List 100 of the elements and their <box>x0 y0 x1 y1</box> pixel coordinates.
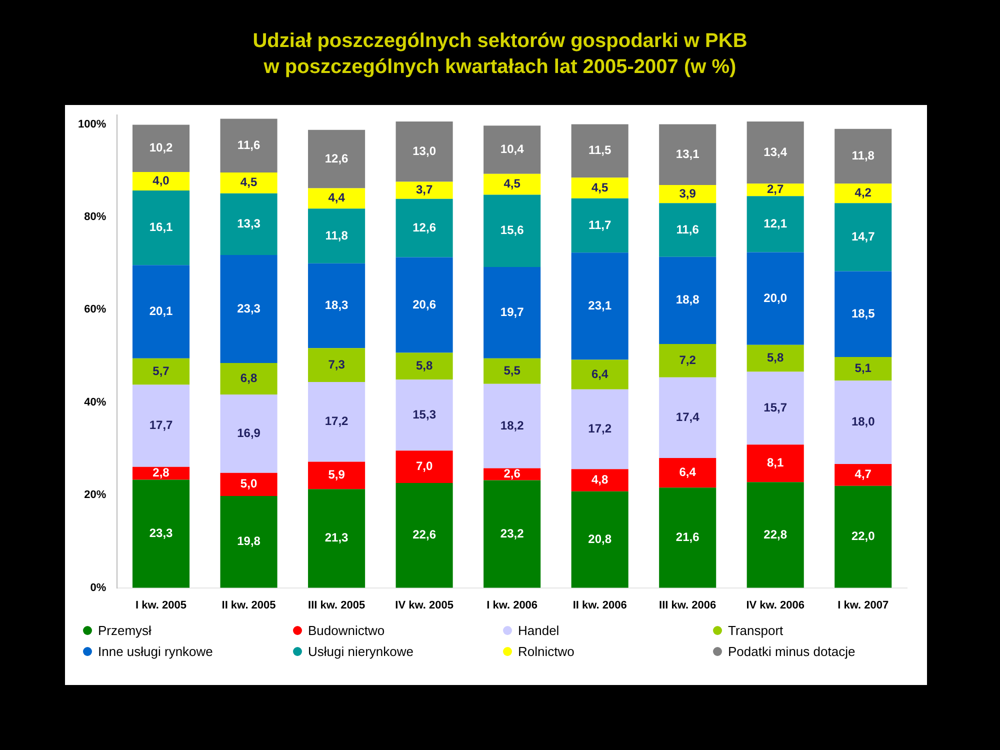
bar <box>834 203 892 272</box>
bar <box>834 464 892 486</box>
bar <box>571 178 628 198</box>
data-label: 10,4 <box>500 142 524 156</box>
data-label: 5,8 <box>416 358 433 373</box>
data-label: 2,6 <box>504 466 521 481</box>
chart-title: Udział poszczególnych sektorów gospodarki w PKB w poszczególnych kwartałach lat 2005-2007 (w %) <box>252 29 748 80</box>
bar <box>396 257 453 353</box>
bar <box>308 188 366 209</box>
data-label: 18,3 <box>324 298 349 312</box>
y-tick-label: 0% <box>90 582 106 594</box>
y-tick-label: 20% <box>84 489 106 502</box>
data-label: 4,2 <box>854 186 872 200</box>
data-label: 5,9 <box>328 468 346 482</box>
bar <box>132 265 190 358</box>
bar <box>132 172 190 191</box>
bar <box>746 252 804 345</box>
data-label: 3,7 <box>416 182 433 197</box>
x-tick-label: III kw. 2006 <box>659 599 716 612</box>
bar <box>308 208 366 264</box>
data-label: 23,3 <box>237 301 261 316</box>
data-label: 23,3 <box>149 526 174 540</box>
data-label: 4,5 <box>504 176 521 191</box>
legend-label: Usługi nierynkowe <box>308 644 414 659</box>
y-tick-label: 60% <box>84 304 106 316</box>
data-label: 20,0 <box>764 290 788 305</box>
data-label: 13,4 <box>764 144 788 159</box>
data-label: 15,3 <box>412 407 436 422</box>
data-label: 17,7 <box>149 418 174 432</box>
data-label: 20,1 <box>149 304 174 318</box>
data-label: 18,8 <box>676 292 700 307</box>
x-tick-label: III kw. 2005 <box>308 599 366 612</box>
data-label: 22,6 <box>412 528 436 542</box>
legend-label: Budownictwo <box>308 623 385 638</box>
y-tick-label: 100% <box>78 118 106 130</box>
x-tick-label: IV kw. 2005 <box>395 599 454 612</box>
data-label: 4,4 <box>328 190 346 205</box>
data-label: 7,3 <box>328 357 346 372</box>
bar <box>220 362 278 395</box>
bar <box>571 389 628 470</box>
data-label: 4,5 <box>591 180 608 194</box>
bar <box>484 194 541 268</box>
data-label: 16,1 <box>149 220 174 234</box>
data-label: 8,1 <box>767 456 784 470</box>
bar <box>571 124 628 178</box>
data-label: 3,9 <box>679 186 696 200</box>
data-label: 2,7 <box>767 182 784 196</box>
legend-label: Transport <box>728 623 784 638</box>
bar <box>396 198 453 258</box>
bar <box>659 377 716 458</box>
bar <box>571 491 628 588</box>
legend-label: Handel <box>518 623 560 638</box>
bar <box>659 488 716 588</box>
data-label: 5,0 <box>240 476 258 491</box>
data-label: 18,5 <box>851 306 876 320</box>
data-label: 19,7 <box>500 305 524 320</box>
data-label: 13,0 <box>412 144 436 158</box>
data-label: 2,8 <box>152 466 170 480</box>
legend-label: Inne usługi rynkowe <box>98 644 213 659</box>
data-label: 4,0 <box>152 174 170 188</box>
x-tick-label: II kw. 2005 <box>222 599 276 612</box>
bar <box>571 198 628 253</box>
legend-label: Rolnictwo <box>518 644 574 659</box>
bar <box>132 190 190 266</box>
bar <box>308 382 366 462</box>
bar <box>746 482 804 588</box>
bar <box>220 193 278 255</box>
bar <box>396 182 453 199</box>
data-label: 15,6 <box>500 223 524 238</box>
data-label: 21,6 <box>676 530 700 544</box>
data-label: 11,5 <box>588 143 612 158</box>
data-label: 6,8 <box>240 371 258 386</box>
bar <box>220 118 278 172</box>
bar <box>396 380 453 451</box>
data-label: 13,1 <box>676 146 700 161</box>
y-tick-label: 40% <box>84 396 106 408</box>
x-tick-label: IV kw. 2006 <box>746 599 805 612</box>
bar <box>220 394 278 473</box>
x-tick-label: II kw. 2006 <box>572 599 627 612</box>
data-label: 18,2 <box>500 418 524 432</box>
bar <box>308 130 366 188</box>
data-label: 21,3 <box>324 530 349 545</box>
data-label: 23,1 <box>588 298 612 313</box>
data-label: 5,7 <box>152 364 170 378</box>
data-label: 12,6 <box>412 220 436 234</box>
bar <box>746 196 804 252</box>
data-label: 18,0 <box>851 414 876 429</box>
bar <box>220 496 278 588</box>
bar <box>484 480 541 588</box>
data-label: 11,8 <box>852 148 875 163</box>
data-label: 4,5 <box>240 175 258 190</box>
bar <box>396 450 453 484</box>
data-label: 5,1 <box>854 361 872 376</box>
bar <box>220 172 278 194</box>
data-label: 19,8 <box>237 534 261 548</box>
bar <box>484 384 541 468</box>
bar <box>308 263 366 348</box>
data-label: 14,7 <box>851 229 876 244</box>
bar <box>308 489 366 588</box>
data-label: 17,4 <box>676 410 700 424</box>
